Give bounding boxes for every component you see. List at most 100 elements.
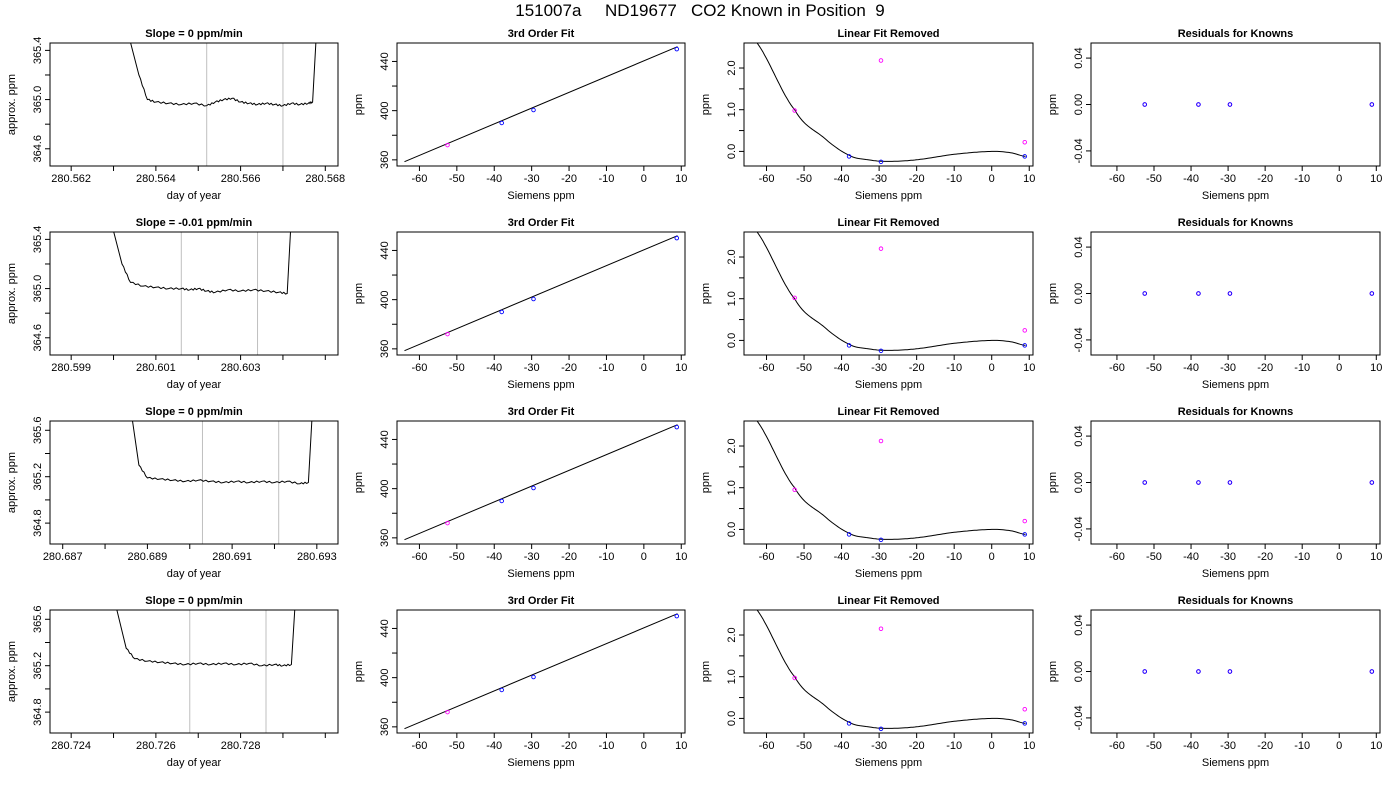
x-tick-label: -10 [1294, 362, 1310, 374]
x-tick-label: -40 [1183, 362, 1199, 374]
x-tick-label: -20 [1257, 551, 1273, 563]
x-tick-label: 280.599 [51, 362, 91, 374]
x-tick-label: 280.728 [221, 740, 261, 752]
data-point [445, 520, 450, 526]
x-tick-label: -40 [834, 362, 850, 374]
panel-title: Slope = -0.01 ppm/min [136, 217, 253, 229]
data-point [445, 709, 450, 715]
y-tick-label: -0.04 [1073, 516, 1085, 541]
data-point [1196, 480, 1201, 485]
x-axis-label: day of year [167, 190, 222, 202]
panel-title: Linear Fit Removed [837, 28, 939, 40]
data-point [531, 485, 536, 491]
panel-title: 3rd Order Fit [508, 28, 575, 40]
data-point [846, 532, 852, 537]
y-axis-label: ppm [1047, 94, 1059, 115]
x-tick-label: 280.689 [128, 551, 168, 563]
x-axis-label: Siemens ppm [1202, 379, 1269, 391]
x-axis-label: Siemens ppm [855, 568, 922, 580]
y-axis-label: ppm [700, 472, 712, 493]
panel-title: 3rd Order Fit [508, 406, 575, 418]
data-point [878, 726, 884, 732]
x-tick-label: -20 [909, 362, 925, 374]
y-tick-label: 364.6 [32, 135, 44, 163]
x-tick-label: -10 [946, 173, 962, 185]
x-tick-label: -40 [834, 551, 850, 563]
plot-area [404, 235, 680, 352]
x-tick-label: 0 [1336, 740, 1342, 752]
y-tick-label: 2.0 [726, 627, 738, 642]
x-tick-label: -40 [1183, 740, 1199, 752]
data-point [878, 58, 884, 63]
data-point [846, 343, 852, 348]
x-tick-label: 0 [1336, 551, 1342, 563]
x-tick-label: 10 [675, 551, 687, 563]
panel-fit-row-1: 3rd Order Fit -60 -50 -40 -30 -20 -10 0 10 360 400… [353, 217, 687, 391]
y-tick-label: -0.04 [1073, 327, 1085, 352]
y-tick-label: 0.00 [1073, 283, 1085, 304]
x-tick-label: 10 [1370, 551, 1382, 563]
data-point [499, 687, 504, 693]
x-tick-label: 280.603 [221, 362, 261, 374]
x-tick-label: -60 [759, 362, 775, 374]
x-tick-label: 0 [641, 173, 647, 185]
x-axis-label: Siemens ppm [1202, 190, 1269, 202]
panel-fit-row-3: 3rd Order Fit -60 -50 -40 -30 -20 -10 0 10 360 400… [353, 595, 687, 769]
data-point [499, 498, 504, 504]
panel-fit-row-0: 3rd Order Fit -60 -50 -40 -30 -20 -10 0 10 360 400… [353, 28, 687, 202]
y-tick-label: 365.6 [32, 606, 44, 634]
x-tick-label: 0 [989, 740, 995, 752]
y-axis-label: ppm [1047, 283, 1059, 304]
y-tick-label: 365.2 [32, 463, 44, 491]
x-tick-label: 280.691 [212, 551, 252, 563]
y-tick-label: 365.6 [32, 417, 44, 445]
x-axis-label: Siemens ppm [507, 757, 574, 769]
y-tick-label: 0.0 [726, 711, 738, 726]
y-tick-label: 440 [379, 619, 391, 637]
plot-frame [743, 420, 1034, 545]
panel-title: 3rd Order Fit [508, 595, 575, 607]
y-tick-label: 2.0 [726, 438, 738, 453]
x-axis-label: Siemens ppm [1202, 757, 1269, 769]
x-tick-label: -40 [834, 740, 850, 752]
x-tick-label: -40 [486, 362, 502, 374]
x-tick-label: -40 [1183, 173, 1199, 185]
x-tick-label: -40 [486, 740, 502, 752]
x-axis-label: day of year [167, 757, 222, 769]
plot-area [756, 421, 1027, 543]
x-tick-label: -20 [909, 173, 925, 185]
y-tick-label: 0.0 [726, 333, 738, 348]
x-tick-label: 10 [1023, 740, 1035, 752]
x-tick-label: 280.693 [297, 551, 337, 563]
x-tick-label: 10 [1370, 173, 1382, 185]
y-tick-label: 0.00 [1073, 661, 1085, 682]
data-point [1369, 291, 1375, 296]
trace-line [130, 43, 317, 107]
y-tick-label: -0.04 [1073, 705, 1085, 730]
x-tick-label: 0 [641, 551, 647, 563]
x-tick-label: -20 [1257, 173, 1273, 185]
data-point [674, 46, 680, 52]
x-tick-label: -60 [411, 173, 427, 185]
plot-area [404, 46, 680, 163]
plot-area [1142, 669, 1375, 674]
x-tick-label: -10 [1294, 551, 1310, 563]
data-point [878, 438, 884, 444]
data-point [1196, 102, 1201, 107]
y-axis-label: approx. ppm [6, 641, 18, 702]
fit-curve [756, 232, 1026, 351]
y-tick-label: 0.00 [1073, 94, 1085, 115]
x-tick-label: -20 [561, 362, 577, 374]
plot-area [756, 232, 1027, 354]
plot-area [116, 610, 296, 733]
x-axis-label: day of year [167, 568, 222, 580]
y-tick-label: -0.04 [1073, 138, 1085, 163]
y-tick-label: 360 [379, 340, 391, 358]
x-tick-label: 10 [1370, 362, 1382, 374]
plot-frame [1090, 420, 1381, 545]
y-tick-label: 440 [379, 430, 391, 448]
panel-title: Residuals for Knowns [1178, 217, 1294, 229]
x-tick-label: -30 [871, 740, 887, 752]
y-tick-label: 365.2 [32, 652, 44, 680]
data-point [1022, 532, 1027, 537]
